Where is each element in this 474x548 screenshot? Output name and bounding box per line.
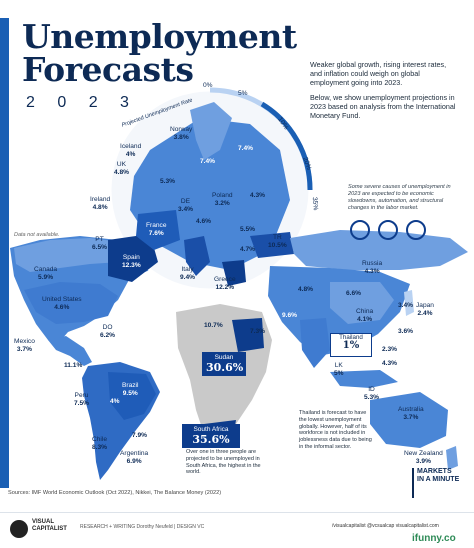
brazil-region bbox=[108, 372, 156, 420]
country-label: Ireland 4.8% bbox=[90, 196, 111, 211]
social-links[interactable]: /visualcapitalist @vcsualcap visualcapit… bbox=[332, 523, 439, 529]
country-label: Peru 7.5% bbox=[74, 392, 90, 407]
country-label: 7.9% bbox=[132, 432, 148, 439]
greece-region bbox=[222, 260, 246, 286]
country-label: Japan 2.4% bbox=[416, 302, 434, 317]
sudan-highlight: Sudan 30.6% bbox=[202, 352, 246, 376]
thailand-highlight: Thailand 1% bbox=[330, 333, 372, 357]
watermark: ifunny.co bbox=[412, 533, 456, 544]
country-label: Brazil 9.5% bbox=[122, 382, 139, 397]
thailand-note: Thailand is forecast to have the lowest … bbox=[299, 410, 372, 450]
country-label: Russia 4.3% bbox=[362, 260, 383, 275]
accent-bar bbox=[0, 18, 9, 488]
gear-icon bbox=[350, 220, 370, 240]
country-label: France 7.6% bbox=[146, 222, 167, 237]
new-zealand-region bbox=[446, 446, 458, 470]
india-region bbox=[300, 318, 330, 368]
intro-paragraph-2: Below, we show unemployment projections … bbox=[310, 93, 456, 120]
country-label: Canada 5.9% bbox=[34, 266, 58, 281]
france-region bbox=[136, 210, 180, 250]
country-label: 10.7% bbox=[204, 322, 223, 329]
country-label: LK 5% bbox=[334, 362, 344, 377]
chart-icon bbox=[406, 220, 426, 240]
country-label: DO 6.2% bbox=[100, 324, 116, 339]
country-label: Iceland 4% bbox=[120, 143, 142, 158]
country-label: Italy 9.4% bbox=[180, 266, 196, 281]
brand-name: VISUAL CAPITALIST bbox=[32, 519, 67, 532]
country-label: UK 4.8% bbox=[114, 161, 130, 176]
country-label: 4.3% bbox=[382, 360, 398, 367]
country-label: 7.3% bbox=[250, 328, 266, 335]
country-label: DE 3.4% bbox=[178, 198, 194, 213]
country-label: Australia 3.7% bbox=[398, 406, 424, 421]
country-label: 2.3% bbox=[382, 346, 398, 353]
country-label: Spain 12.3% bbox=[122, 254, 141, 269]
country-label: PT 6.5% bbox=[92, 236, 108, 251]
country-label: Mexico 3.7% bbox=[14, 338, 35, 353]
country-label: ID 5.3% bbox=[364, 386, 380, 401]
country-label: 4.8% bbox=[298, 286, 314, 293]
cause-icons bbox=[346, 218, 456, 242]
sources-note: Sources: IMF World Economic Outlook (Oct… bbox=[8, 490, 222, 496]
country-label: 5.3% bbox=[160, 178, 176, 185]
scandinavia-region bbox=[190, 102, 232, 160]
country-label: Greece 12.2% bbox=[214, 276, 236, 291]
intro-text: Weaker global growth, rising interest ra… bbox=[310, 60, 460, 126]
country-label: 6.6% bbox=[346, 290, 362, 297]
page-title: Unemployment Forecasts bbox=[22, 17, 297, 89]
country-label: 4.6% bbox=[196, 218, 212, 225]
usa-region bbox=[24, 282, 118, 324]
country-label: Norway 3.8% bbox=[170, 126, 193, 141]
country-label: Poland 3.2% bbox=[212, 192, 233, 207]
gauge-tick: 35% bbox=[310, 196, 319, 211]
country-label: 3.4% bbox=[398, 302, 414, 309]
robot-icon bbox=[378, 220, 398, 240]
credits: RESEARCH + WRITING Dorothy Neufeld | DES… bbox=[80, 524, 205, 530]
country-label: China 4.1% bbox=[356, 308, 374, 323]
visual-capitalist-logo-icon bbox=[10, 520, 28, 538]
sudan-region bbox=[232, 318, 264, 352]
no-data-legend: Data not available. bbox=[14, 232, 60, 238]
country-label: 3.6% bbox=[398, 328, 414, 335]
russia-region bbox=[290, 230, 468, 270]
turkey-region bbox=[250, 232, 294, 258]
gauge-arc-fill bbox=[260, 101, 313, 191]
country-label: Chile 8.3% bbox=[92, 436, 108, 451]
central-america-region bbox=[48, 336, 92, 366]
markets-in-a-minute-logo: MARKETS IN A MINUTE bbox=[412, 468, 469, 498]
country-label: 4.3% bbox=[250, 192, 266, 199]
country-label: New Zealand 3.9% bbox=[404, 450, 443, 465]
country-label: 4% bbox=[110, 398, 120, 405]
year-label: 2 0 2 3 bbox=[26, 94, 138, 111]
causes-text: Some severe causes of unemployment in 20… bbox=[348, 184, 451, 211]
indonesia-region bbox=[330, 370, 398, 388]
country-label: 9.6% bbox=[282, 312, 298, 319]
country-label: 7.4% bbox=[238, 145, 254, 152]
country-label: 5.5% bbox=[240, 226, 256, 233]
gauge-tick: 5% bbox=[238, 90, 248, 97]
country-label: TR 10.5% bbox=[268, 234, 287, 249]
south-africa-highlight: South Africa 35.6% bbox=[182, 424, 240, 448]
china-region bbox=[330, 282, 394, 324]
japan-region bbox=[404, 290, 414, 316]
australia-region bbox=[370, 392, 448, 448]
footer bbox=[0, 512, 474, 548]
gauge-tick: 0% bbox=[203, 82, 213, 89]
italy-region bbox=[184, 236, 210, 276]
country-label: Argentina 6.9% bbox=[120, 450, 149, 465]
spain-region bbox=[108, 234, 158, 282]
country-label: 11.1% bbox=[64, 362, 83, 369]
country-label: United States 4.6% bbox=[42, 296, 82, 311]
country-label: 7.4% bbox=[200, 158, 216, 165]
country-label: 4.7% bbox=[240, 246, 256, 253]
intro-paragraph-1: Weaker global growth, rising interest ra… bbox=[310, 60, 447, 87]
south-africa-note: Over one in three people are projected t… bbox=[186, 449, 261, 476]
